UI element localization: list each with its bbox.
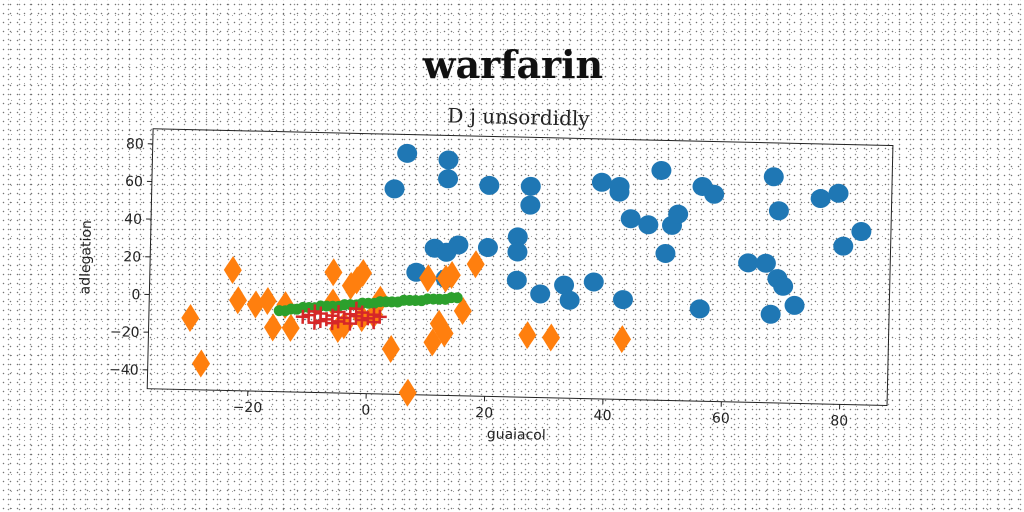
series-2-point (263, 313, 282, 342)
series-2-point (435, 319, 454, 348)
series-2-point (246, 290, 265, 319)
series-1-point (851, 222, 872, 242)
series-4-point (372, 309, 387, 324)
x-tick-label: 0 (361, 403, 370, 419)
series-2-point (281, 313, 300, 342)
y-tick-label: 0 (131, 287, 140, 303)
series-1-point (438, 150, 459, 170)
data-marks (181, 143, 872, 407)
series-1-point (620, 209, 641, 229)
series-1-point (507, 227, 528, 247)
series-1-point (810, 189, 831, 209)
series-2-point (419, 264, 438, 293)
series-4-point (313, 313, 328, 329)
series-1-point (609, 176, 630, 196)
series-1-point (559, 290, 580, 310)
series-2-point (398, 378, 417, 407)
series-1-point (507, 242, 528, 262)
series-1-point (784, 295, 805, 315)
series-2-point (429, 309, 448, 338)
series-2-point (442, 260, 461, 289)
y-tick-label: −20 (110, 324, 140, 341)
x-tick-label: 20 (475, 405, 493, 421)
series-1-point (506, 270, 527, 290)
series-4-point (295, 309, 310, 324)
series-1-point (397, 143, 418, 163)
x-tick-label: 40 (593, 408, 611, 424)
series-2-point (542, 323, 561, 352)
series-1-point (668, 204, 689, 224)
series-2-point (613, 325, 632, 354)
series-1-point (583, 272, 604, 292)
y-tick-label: 80 (126, 136, 144, 152)
series-1-point (638, 215, 659, 235)
series-1-point (520, 195, 541, 215)
series-1-point (612, 290, 633, 310)
series-1-point (554, 275, 575, 295)
series-1-point (828, 183, 849, 203)
series-2-point (381, 334, 400, 363)
x-tick-label: 80 (830, 413, 848, 429)
series-1-point (689, 299, 710, 319)
series-1-point (655, 243, 676, 263)
y-axis-label: adlegation (77, 220, 95, 295)
series-1-point (738, 253, 759, 273)
series-1-point (438, 169, 459, 189)
figure-title: warfarin (422, 42, 603, 87)
series-4-point (325, 316, 340, 331)
series-1-point (768, 201, 789, 221)
y-tick-label: −40 (109, 362, 139, 379)
series-1-point (448, 235, 469, 255)
chart-title: D j unsordidly (447, 103, 590, 130)
series-1-point (477, 238, 498, 258)
series-1-point (773, 276, 794, 296)
series-4-point (349, 301, 364, 316)
series-2-point (258, 286, 277, 315)
series-4-point (342, 316, 358, 331)
series-1-point (833, 236, 854, 256)
series-1-point (755, 253, 776, 273)
series-1-point (530, 284, 551, 304)
series-2-point (453, 297, 472, 326)
series-1-point (479, 175, 500, 195)
x-tick-label: 60 (712, 411, 730, 427)
series-2-point (518, 321, 537, 350)
y-tick-label: 60 (125, 174, 143, 190)
series-2-point (354, 258, 373, 287)
series-1-point (591, 172, 612, 192)
series-3-point (451, 292, 463, 304)
series-1-point (520, 176, 541, 196)
series-1-point (760, 304, 781, 324)
series-4-point (366, 307, 381, 322)
series-1-point (384, 179, 405, 199)
series-2-point (192, 349, 211, 378)
series-2-point (466, 250, 485, 279)
series-2-point (223, 256, 242, 285)
y-tick-label: 20 (123, 249, 141, 265)
series-1-point (704, 184, 725, 204)
chart-axes: D j unsordidly −20 0 20 40 60 80 −40 −20 0 20 40 60… (77, 103, 894, 444)
x-axis-label: guaiacol (487, 426, 546, 443)
series-1-point (651, 160, 672, 180)
series-2-point (181, 304, 200, 333)
plot-frame (146, 128, 894, 406)
x-tick-label: −20 (232, 400, 262, 417)
series-2-point (324, 258, 343, 287)
series-2-point (229, 286, 248, 315)
axis-ticks: −20 0 20 40 60 80 −40 −20 0 20 40 60 80 (109, 136, 848, 429)
series-4-point (307, 315, 322, 330)
series-1-point (763, 167, 784, 187)
y-tick-label: 40 (124, 212, 142, 228)
